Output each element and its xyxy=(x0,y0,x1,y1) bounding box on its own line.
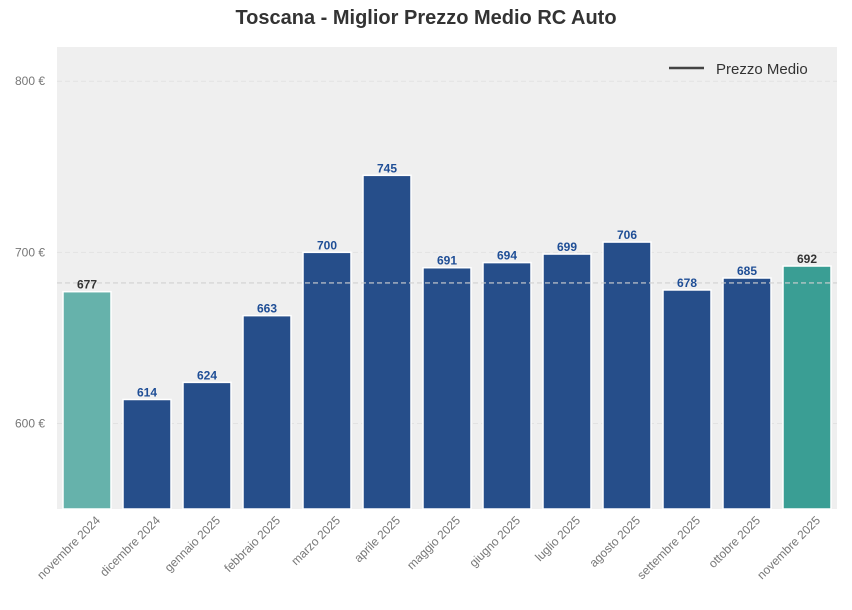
bar xyxy=(242,314,292,510)
bar-value-label: 685 xyxy=(737,264,757,278)
bar-value-label: 678 xyxy=(677,276,697,290)
bar xyxy=(182,381,232,510)
bar-value-label: 663 xyxy=(257,302,277,316)
x-tick-label: agosto 2025 xyxy=(587,513,644,570)
x-tick-label: dicembre 2024 xyxy=(97,513,163,579)
bar-value-label: 614 xyxy=(137,385,157,399)
y-axis-ticks: 600 € 700 € 800 € xyxy=(15,74,45,430)
bar xyxy=(422,266,472,510)
x-tick-label: febbraio 2025 xyxy=(221,513,283,575)
x-tick-label: giugno 2025 xyxy=(466,513,523,570)
bar-value-label: 677 xyxy=(77,278,97,292)
x-tick-label: novembre 2025 xyxy=(754,513,823,582)
bar xyxy=(482,261,532,510)
legend-label: Prezzo Medio xyxy=(716,61,808,78)
bar-value-label: 706 xyxy=(617,228,637,242)
y-tick-label: 600 € xyxy=(15,416,45,430)
bar xyxy=(122,398,172,510)
bar-value-label: 624 xyxy=(197,368,217,382)
chart-title: Toscana - Miglior Prezzo Medio RC Auto xyxy=(235,7,617,29)
x-tick-label: novembre 2024 xyxy=(34,513,103,582)
bar xyxy=(722,277,772,510)
x-tick-label: ottobre 2025 xyxy=(706,513,764,571)
bar xyxy=(362,174,412,510)
bar-value-label: 745 xyxy=(377,161,397,175)
x-tick-label: gennaio 2025 xyxy=(162,513,224,575)
bars xyxy=(62,174,832,510)
x-tick-label: settembre 2025 xyxy=(634,513,703,582)
value-labels: 677 614 624 663 700 745 691 694 699 706 678 685 692 xyxy=(77,161,817,399)
x-tick-label: luglio 2025 xyxy=(532,513,583,564)
x-tick-label: marzo 2025 xyxy=(288,513,343,568)
x-tick-label: maggio 2025 xyxy=(404,513,463,572)
bar xyxy=(662,289,712,510)
bar xyxy=(542,253,592,510)
bar-value-label: 692 xyxy=(797,252,817,266)
bar-value-label: 691 xyxy=(437,254,457,268)
x-tick-label: aprile 2025 xyxy=(351,513,403,565)
legend: Prezzo Medio xyxy=(669,61,808,78)
bar xyxy=(62,290,112,510)
bar xyxy=(782,265,832,510)
bar-value-label: 699 xyxy=(557,240,577,254)
y-tick-label: 800 € xyxy=(15,74,45,88)
y-tick-label: 700 € xyxy=(15,245,45,259)
bar xyxy=(302,251,352,510)
bar-value-label: 694 xyxy=(497,249,517,263)
bar-value-label: 700 xyxy=(317,238,337,252)
bar xyxy=(602,241,652,510)
